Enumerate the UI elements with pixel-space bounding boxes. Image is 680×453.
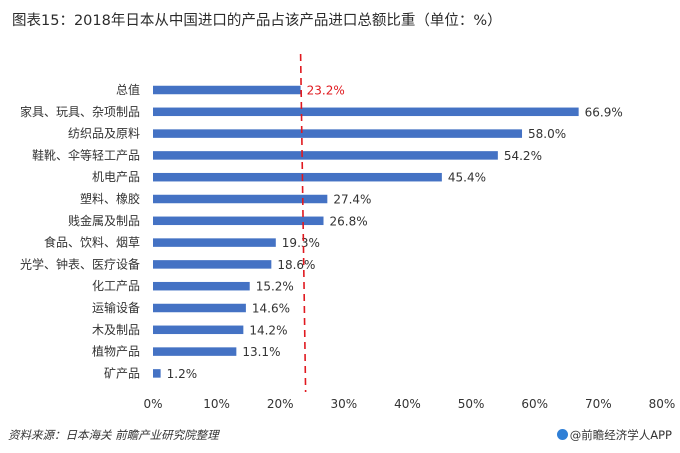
value-label: 58.0% [528, 127, 566, 141]
bar [153, 216, 324, 226]
bar [153, 347, 237, 356]
bar [153, 85, 301, 95]
value-label: 14.2% [249, 323, 287, 337]
x-tick-label: 40% [394, 397, 421, 411]
value-label: 27.4% [333, 193, 371, 207]
category-label: 家具、玩具、杂项制品 [20, 104, 140, 119]
x-tick-label: 20% [267, 397, 294, 411]
bar [153, 194, 328, 204]
brand-text: @前瞻经济学人APP [569, 428, 672, 442]
category-label: 矿产品 [104, 366, 140, 380]
value-label: 18.6% [277, 258, 315, 272]
bar [153, 369, 161, 378]
category-label: 运输设备 [92, 300, 140, 315]
bar [153, 238, 276, 247]
bar [153, 172, 442, 182]
category-label: 纺织品及原料 [68, 127, 140, 141]
bars-layer [153, 85, 579, 378]
x-axis: 0% 10% 20% 30% 40% 50% 60% 70% 80% [143, 397, 675, 411]
value-label: 13.1% [242, 345, 280, 359]
value-label: 1.2% [167, 367, 198, 381]
reference-line-layer [299, 53, 307, 393]
bar [153, 107, 579, 117]
source-note: 资料来源：日本海关 前瞻产业研究院整理 [8, 428, 219, 442]
x-tick-label: 10% [203, 397, 230, 411]
bar [153, 281, 250, 291]
category-label: 机电产品 [92, 170, 140, 184]
chart-title: 图表15：2018年日本从中国进口的产品占该产品进口总额比重（单位：%） [12, 13, 502, 29]
category-label: 贱金属及制品 [68, 213, 140, 228]
category-label: 植物产品 [92, 344, 140, 359]
bar [153, 260, 272, 269]
category-labels-layer: 总值家具、玩具、杂项制品纺织品及原料鞋靴、伞等轻工产品机电产品塑料、橡胶贱金属及… [20, 82, 140, 380]
value-label: 54.2% [504, 149, 542, 163]
value-labels-layer: 23.2% 66.9% 58.0% 54.2% 45.4% 27.4% 26.8% 19.3%… [167, 84, 623, 381]
x-tick-label: 50% [458, 397, 485, 411]
x-tick-label: 70% [585, 397, 612, 411]
value-label: 26.8% [330, 214, 368, 228]
x-tick-label: 80% [649, 397, 676, 411]
bar [153, 303, 246, 313]
value-label: 45.4% [448, 171, 486, 185]
bar [153, 325, 244, 335]
category-label: 塑料、橡胶 [80, 191, 140, 206]
value-label: 14.6% [252, 302, 290, 316]
bar [153, 151, 498, 160]
brand-logo-icon [556, 429, 568, 440]
value-label: 66.9% [585, 105, 623, 119]
category-label: 鞋靴、伞等轻工产品 [32, 147, 140, 162]
category-label: 光学、钟表、医疗设备 [20, 256, 140, 271]
category-label: 食品、饮料、烟草 [44, 235, 140, 250]
reference-line [299, 53, 307, 393]
category-label: 总值 [116, 82, 140, 97]
value-label: 15.2% [256, 280, 294, 294]
x-tick-label: 30% [331, 397, 358, 411]
brand-credit: @前瞻经济学人APP [556, 427, 672, 443]
x-tick-label: 60% [521, 397, 548, 411]
bar [153, 129, 523, 138]
value-label: 23.2% [307, 84, 345, 98]
category-label: 木及制品 [92, 323, 140, 337]
x-tick-label: 0% [143, 397, 162, 411]
category-label: 化工产品 [92, 279, 140, 293]
value-label: 19.3% [282, 236, 320, 250]
